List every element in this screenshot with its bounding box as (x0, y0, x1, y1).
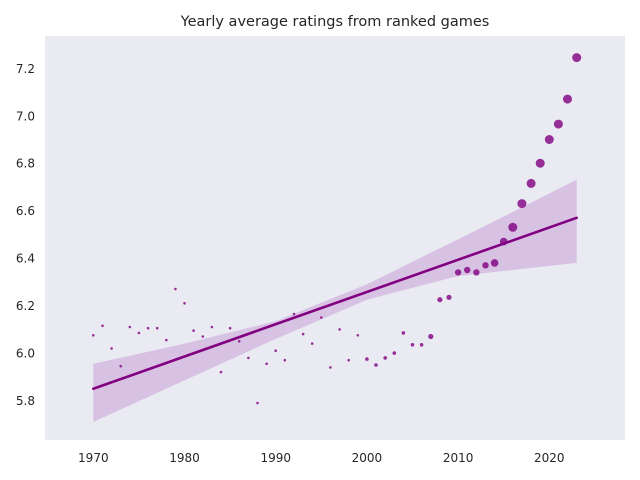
confidence-band-layer (93, 179, 577, 422)
y-tick-label: 5.8 (16, 394, 35, 408)
x-tick-label: 2000 (352, 451, 383, 465)
data-point (329, 366, 332, 369)
data-point (365, 357, 369, 361)
data-point (383, 356, 388, 360)
data-point (347, 358, 351, 362)
data-point (101, 324, 104, 328)
x-tick-label: 1970 (78, 451, 109, 465)
data-point (473, 269, 480, 276)
data-point (508, 222, 518, 232)
data-point (301, 332, 305, 336)
data-point (110, 347, 113, 350)
data-point (428, 333, 434, 340)
data-point (128, 325, 132, 329)
data-point (237, 340, 241, 343)
data-point (92, 334, 95, 337)
data-point (256, 401, 259, 405)
y-tick-label: 6.4 (16, 252, 35, 266)
data-point (274, 349, 278, 353)
data-point (183, 302, 186, 305)
data-point (165, 338, 168, 342)
data-point (563, 94, 572, 104)
data-point (228, 326, 232, 330)
y-axis-ticks: 5.8 6.0 6.2 6.4 6.6 6.8 7.0 7.2 (16, 62, 35, 408)
data-point (174, 287, 177, 291)
x-tick-label: 1990 (260, 451, 291, 465)
x-tick-label: 2010 (443, 451, 474, 465)
data-point (320, 316, 323, 319)
trend-line (92, 216, 578, 391)
x-axis-ticks: 1970 1980 1990 2000 2010 2020 (78, 451, 565, 465)
data-point (410, 343, 415, 347)
data-point (535, 158, 545, 168)
data-point (283, 358, 287, 362)
data-point (544, 135, 554, 144)
data-point (201, 335, 205, 338)
data-point (210, 325, 214, 329)
data-point (137, 331, 141, 335)
y-tick-label: 7.0 (16, 109, 35, 123)
x-tick-label: 1980 (169, 451, 200, 465)
data-point (338, 328, 341, 331)
data-point (517, 199, 527, 209)
data-point (310, 342, 314, 345)
trend-line-layer (92, 216, 578, 391)
data-point (437, 297, 443, 303)
data-point (219, 370, 223, 374)
data-point (356, 334, 360, 337)
confidence-band (93, 179, 577, 422)
chart-title: Yearly average ratings from ranked games (180, 14, 490, 30)
y-tick-label: 6.2 (16, 299, 35, 313)
data-point (553, 119, 563, 129)
data-point (247, 356, 250, 360)
y-tick-label: 6.0 (16, 347, 35, 361)
data-point (292, 312, 296, 316)
data-point (446, 294, 452, 300)
data-point (146, 326, 150, 330)
data-point (374, 363, 378, 367)
data-point (155, 326, 159, 330)
data-point (265, 362, 268, 366)
data-point (526, 178, 536, 188)
data-point (454, 269, 462, 276)
data-point (192, 329, 195, 332)
points-layer (92, 53, 582, 405)
data-point (419, 343, 424, 347)
data-point (119, 364, 122, 368)
data-point (401, 331, 406, 335)
data-point (392, 351, 397, 355)
y-tick-label: 7.2 (16, 62, 35, 76)
y-tick-label: 6.6 (16, 204, 35, 218)
y-tick-label: 6.8 (16, 157, 35, 171)
data-point (572, 53, 582, 63)
data-point (482, 262, 489, 269)
data-point (464, 266, 471, 274)
x-tick-label: 2020 (534, 451, 565, 465)
data-point (490, 259, 499, 267)
